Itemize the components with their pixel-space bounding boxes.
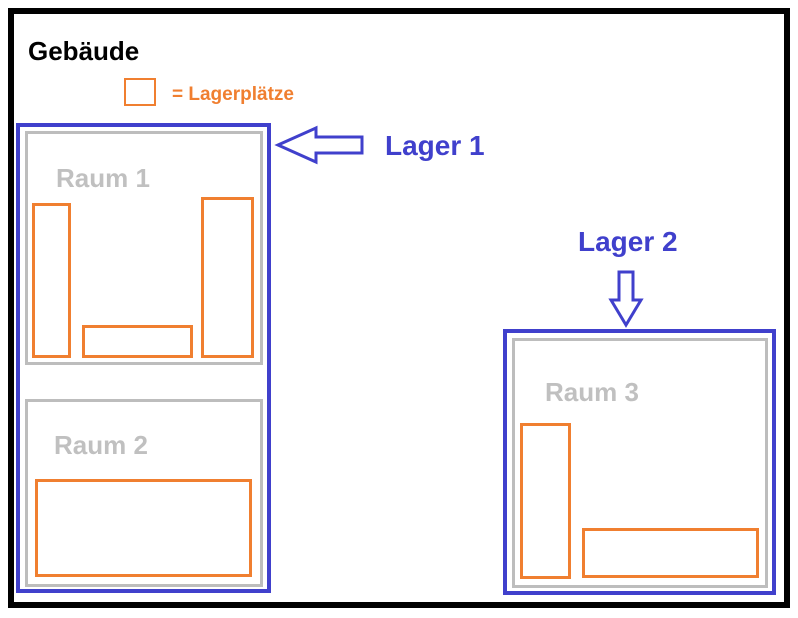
lager-1-label: Lager 1 — [385, 130, 485, 161]
storage-slot — [82, 325, 193, 358]
building-outline — [8, 8, 790, 608]
room-3 — [512, 338, 768, 588]
arrow-down-icon — [608, 270, 644, 328]
room-1-label: Raum 1 — [56, 163, 150, 193]
storage-slot — [582, 528, 759, 578]
storage-slot — [32, 203, 71, 358]
storage-slot — [35, 479, 252, 577]
storage-slot — [201, 197, 254, 358]
lager-1-outline — [16, 123, 271, 593]
legend-label: = Lagerplätze — [172, 84, 294, 105]
room-2 — [25, 399, 263, 587]
lager-2-outline — [503, 329, 776, 595]
lager-2-label: Lager 2 — [578, 226, 678, 257]
storage-slot — [520, 423, 571, 579]
room-1 — [25, 131, 263, 365]
room-3-label: Raum 3 — [545, 377, 639, 407]
arrow-left-icon — [274, 125, 364, 165]
room-2-label: Raum 2 — [54, 430, 148, 460]
legend-storage-slot-swatch — [124, 78, 156, 106]
building-title: Gebäude — [28, 36, 140, 66]
